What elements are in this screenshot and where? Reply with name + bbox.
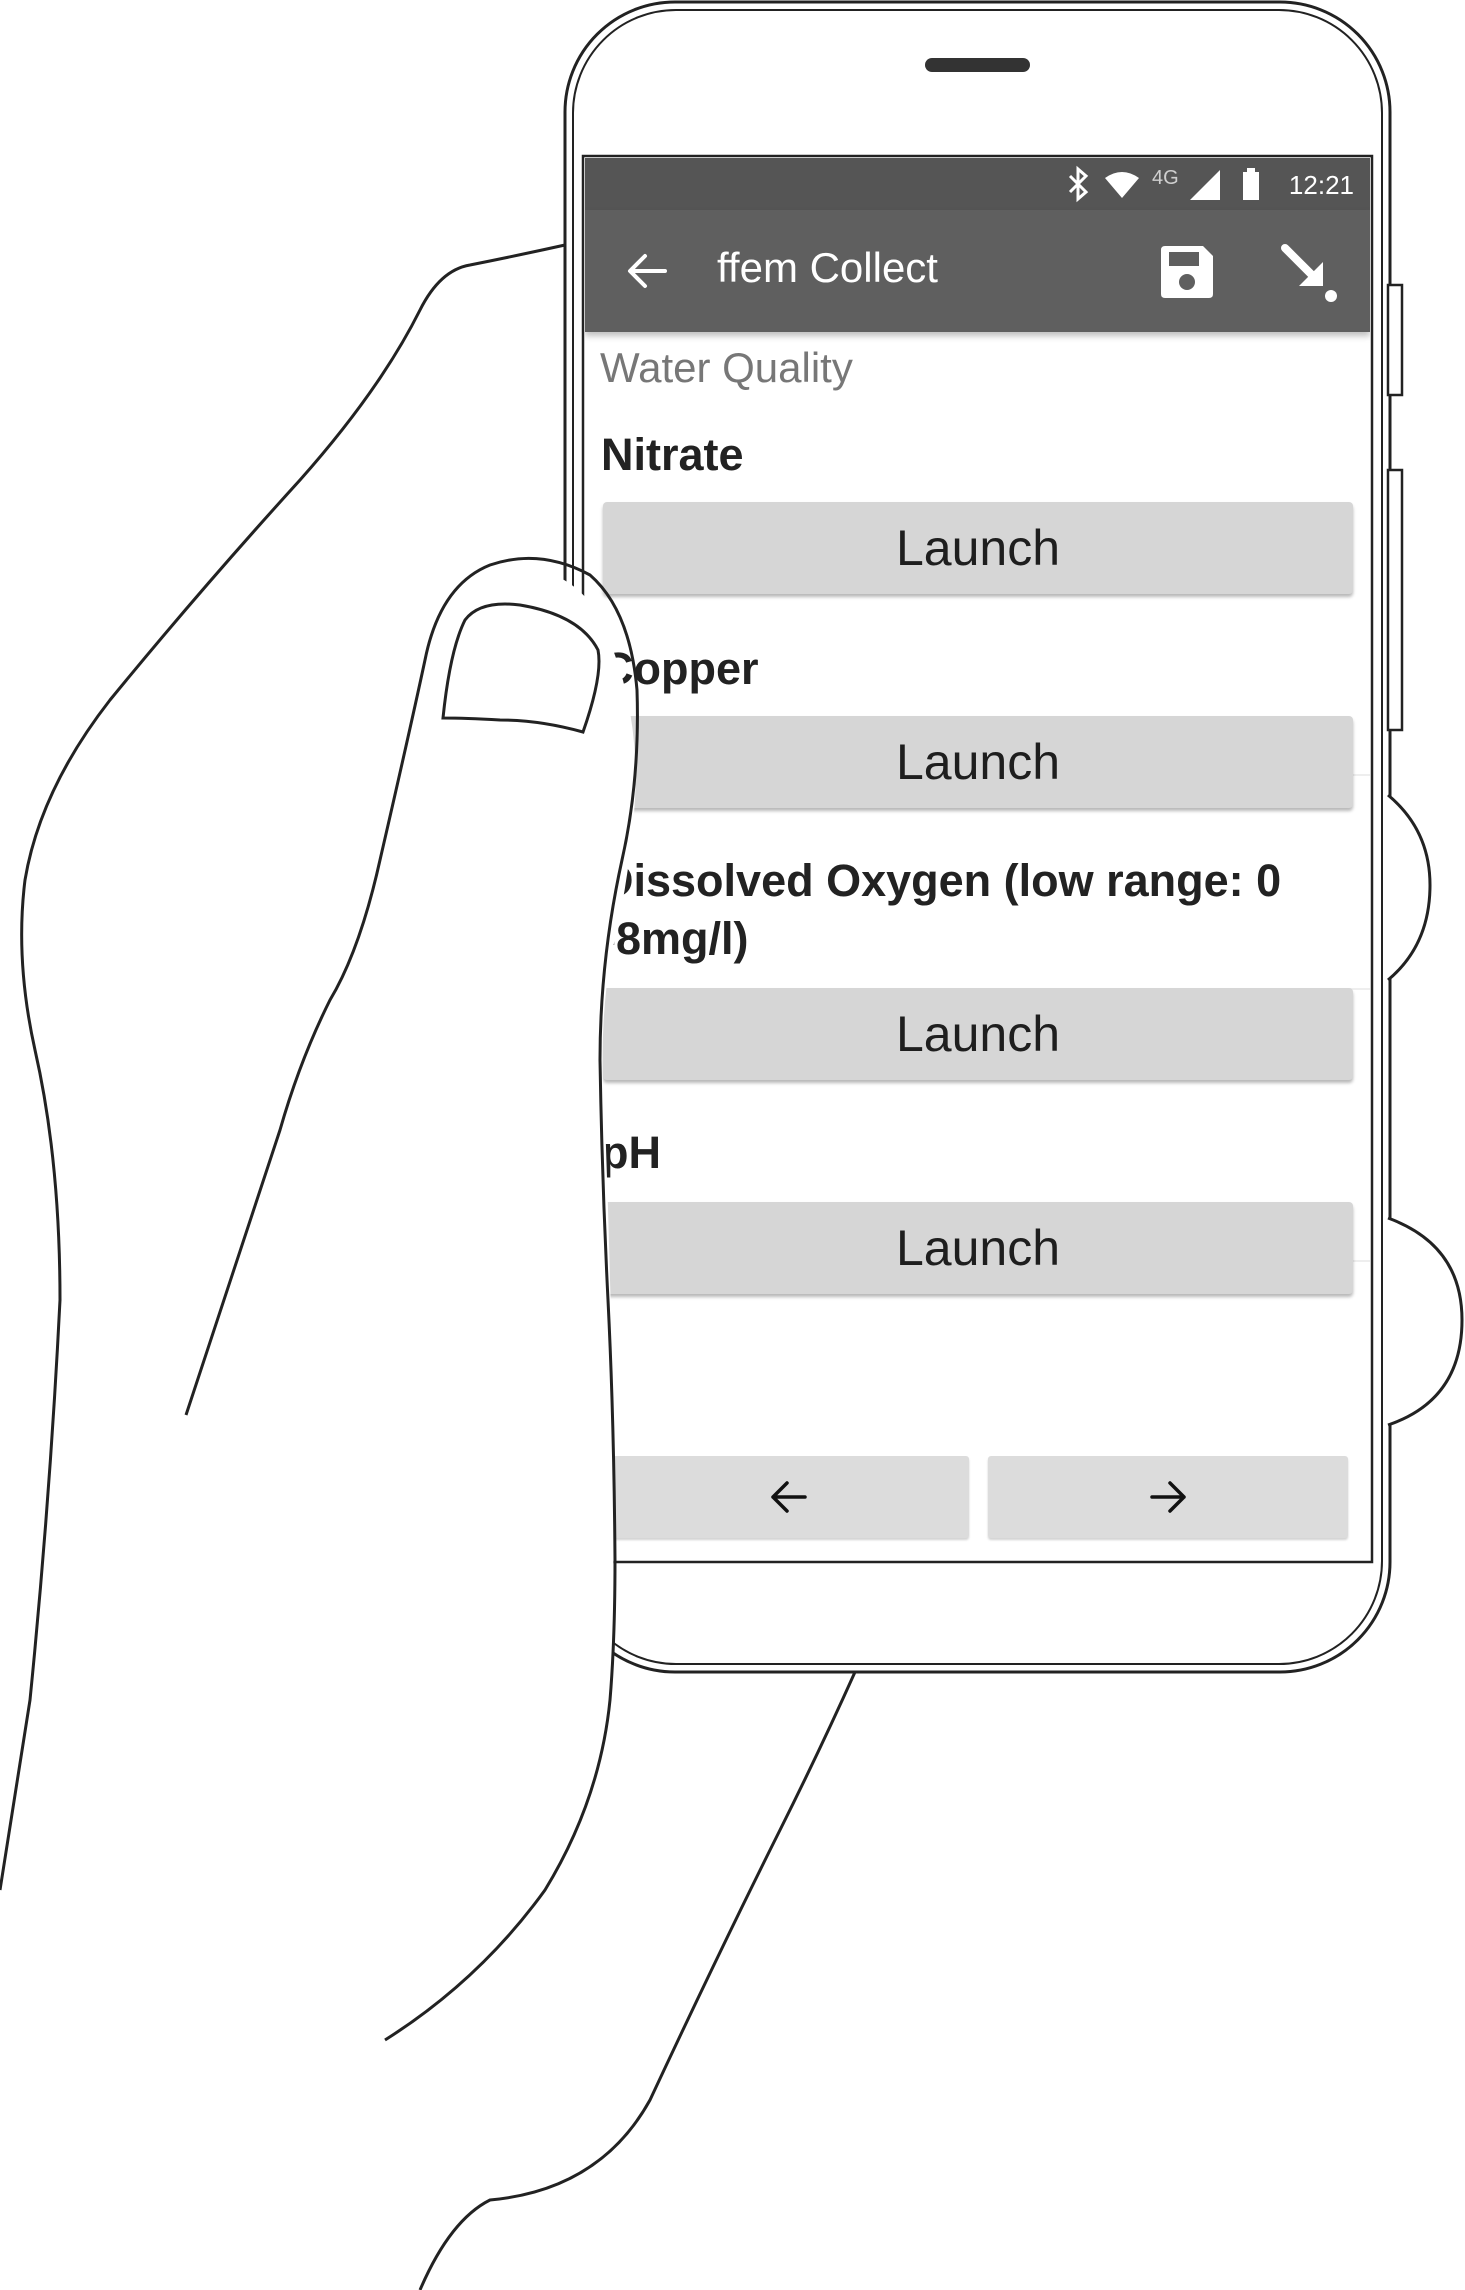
launch-button-nitrate[interactable]: Launch bbox=[603, 502, 1353, 594]
launch-button-copper[interactable]: Launch bbox=[603, 716, 1353, 808]
signal-icon bbox=[1190, 170, 1220, 200]
app-toolbar: ffem Collect bbox=[585, 210, 1370, 332]
group-label: Water Quality bbox=[600, 344, 853, 391]
bluetooth-icon bbox=[1068, 165, 1089, 203]
battery-icon bbox=[1243, 168, 1259, 200]
next-arrow-icon bbox=[1150, 1481, 1186, 1513]
question-label: pH bbox=[601, 1127, 661, 1178]
previous-arrow-icon bbox=[771, 1481, 807, 1513]
jump-to-icon[interactable] bbox=[1277, 240, 1341, 304]
back-arrow-icon[interactable] bbox=[623, 246, 673, 296]
toolbar-title: ffem Collect bbox=[717, 244, 938, 291]
status-bar: 4G 12:21 bbox=[585, 158, 1370, 210]
launch-button-dissolved-oxygen[interactable]: Launch bbox=[603, 988, 1353, 1080]
launch-button-ph[interactable]: Launch bbox=[603, 1202, 1353, 1294]
status-time: 12:21 bbox=[1288, 170, 1354, 200]
question-label: Dissolved Oxygen (low range: 0 -8mg/l) bbox=[601, 855, 1282, 964]
previous-button[interactable] bbox=[609, 1456, 969, 1538]
status-icons: 4G bbox=[1068, 165, 1259, 203]
next-button[interactable] bbox=[988, 1456, 1348, 1538]
question-label: Nitrate bbox=[601, 429, 744, 480]
wifi-icon bbox=[1105, 172, 1139, 198]
phone-screen: 4G 12:21 ffem Collect bbox=[585, 158, 1370, 1560]
network-label: 4G bbox=[1152, 167, 1179, 189]
question-label: Copper bbox=[601, 643, 759, 694]
save-icon[interactable] bbox=[1157, 242, 1217, 302]
